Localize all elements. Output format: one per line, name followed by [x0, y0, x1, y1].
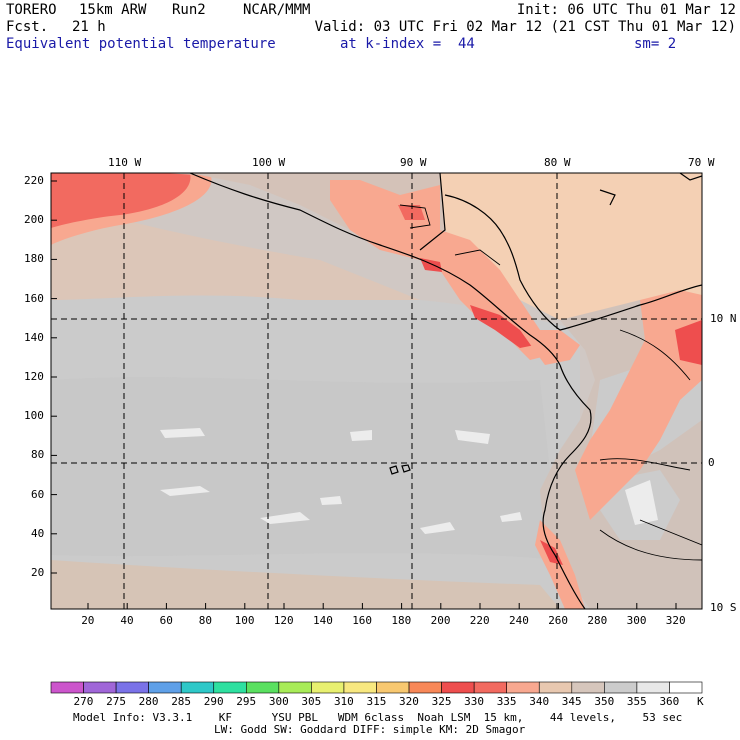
x-tick-label: 40	[120, 614, 134, 627]
x-tick-label: 160	[352, 614, 373, 627]
colorbar-swatch	[83, 681, 117, 694]
model-resolution: 15km ARW	[79, 2, 147, 18]
colorbar-label: 305	[301, 695, 322, 708]
colorbar-label: 320	[399, 695, 419, 708]
lon-label-90w: 90 W	[400, 156, 427, 169]
colorbar-label: 270	[73, 695, 94, 708]
lon-label-110w: 110 W	[108, 156, 142, 169]
colorbar-label: 350	[594, 695, 615, 708]
y-tick-label: 80	[31, 448, 45, 462]
colorbar-swatch	[669, 681, 703, 694]
forecast-hour: 21 h	[72, 19, 106, 35]
colorbar-label: 285	[171, 695, 192, 708]
x-tick-label: 300	[626, 614, 647, 627]
colorbar-label: 300	[268, 695, 289, 708]
colorbar-swatch	[376, 681, 410, 694]
colorbar-swatch	[343, 681, 377, 694]
y-tick-label: 200	[24, 213, 44, 227]
colorbar-swatch	[506, 681, 540, 694]
x-tick-label: 100	[234, 614, 255, 627]
lon-label-100w: 100 W	[252, 156, 286, 169]
x-tick-label: 60	[159, 614, 173, 627]
colorbar-label: 295	[236, 695, 257, 708]
lat-label-10s: 10 S	[710, 601, 737, 614]
x-tick-label: 260	[548, 614, 569, 627]
model-info-line: Model Info: V3.3.1 KF YSU PBL WDM 6class…	[73, 711, 683, 724]
y-tick-label: 100	[24, 409, 44, 423]
forecast-label: Fcst.	[6, 19, 49, 35]
colorbar-label: 340	[529, 695, 550, 708]
colorbar-label: 335	[496, 695, 517, 708]
colorbar-label: 345	[561, 695, 582, 708]
y-tick-label: 60	[31, 487, 45, 501]
lat-label-10n: 10 N	[710, 312, 737, 325]
x-tick-label: 220	[469, 614, 490, 627]
colorbar-label: 275	[106, 695, 126, 708]
x-tick-label: 280	[587, 614, 608, 627]
lat-label-0: 0	[708, 456, 715, 469]
field-name: Equivalent potential temperature	[6, 36, 276, 52]
colorbar-swatch	[441, 681, 475, 694]
colorbar-label: 360	[659, 695, 680, 708]
colorbar-swatch	[115, 681, 149, 694]
lon-label-70w: 70 W	[688, 156, 715, 169]
colorbar-label: 330	[464, 695, 485, 708]
y-tick-label: 180	[24, 252, 44, 266]
init-time: Init: 06 UTC Thu 01 Mar 12	[516, 2, 736, 18]
y-tick-label: 40	[31, 526, 45, 540]
model-name: TORERO	[6, 2, 57, 18]
smoothing-label: sm= 2	[634, 36, 677, 52]
valid-time: Valid: 03 UTC Fri 02 Mar 12 (21 CST Thu …	[314, 19, 736, 35]
grid-lines	[51, 173, 702, 609]
colorbar-swatch	[148, 681, 182, 694]
map-field	[51, 173, 702, 609]
colorbar-label: 325	[431, 695, 452, 708]
colorbar-swatch	[473, 681, 507, 694]
level-label: at k-index = 44	[340, 36, 475, 52]
colorbar-swatch	[408, 681, 442, 694]
colorbar-swatch	[636, 681, 670, 694]
org-label: NCAR/MMM	[243, 2, 311, 18]
colorbar-swatch	[278, 681, 312, 694]
colorbar-swatch	[50, 681, 84, 694]
x-tick-label: 80	[198, 614, 213, 627]
y-tick-label: 120	[24, 370, 44, 383]
x-tick-label: 140	[313, 614, 333, 627]
colorbar-unit: K	[697, 695, 704, 708]
colorbar-swatch	[311, 681, 345, 694]
x-tick-label: 20	[81, 614, 95, 627]
x-tick-label: 240	[509, 614, 529, 627]
colorbar-swatch	[246, 681, 280, 694]
colorbar-label: 315	[366, 695, 387, 708]
colorbar-label: 310	[333, 695, 354, 708]
y-tick-label: 220	[24, 174, 44, 187]
x-tick-label: 200	[430, 614, 451, 627]
physics-info-line: LW: Godd SW: Goddard DIFF: simple KM: 2D…	[214, 723, 526, 736]
x-tick-label: 320	[665, 614, 686, 627]
colorbar	[50, 681, 703, 694]
lon-label-80w: 80 W	[544, 156, 571, 169]
colorbar-label: 355	[626, 695, 647, 708]
x-tick-label: 120	[273, 614, 294, 627]
run-label: Run2	[172, 2, 206, 18]
colorbar-swatch	[604, 681, 638, 694]
y-tick-label: 140	[24, 330, 44, 344]
colorbar-swatch	[538, 681, 573, 694]
y-tick-label: 160	[24, 291, 44, 305]
colorbar-swatch	[180, 681, 215, 694]
y-tick-label: 20	[31, 566, 45, 579]
colorbar-swatch	[571, 681, 605, 694]
colorbar-label: 280	[138, 695, 159, 708]
colorbar-label: 290	[203, 695, 224, 708]
colorbar-swatch	[213, 681, 247, 694]
x-tick-label: 180	[391, 614, 412, 627]
